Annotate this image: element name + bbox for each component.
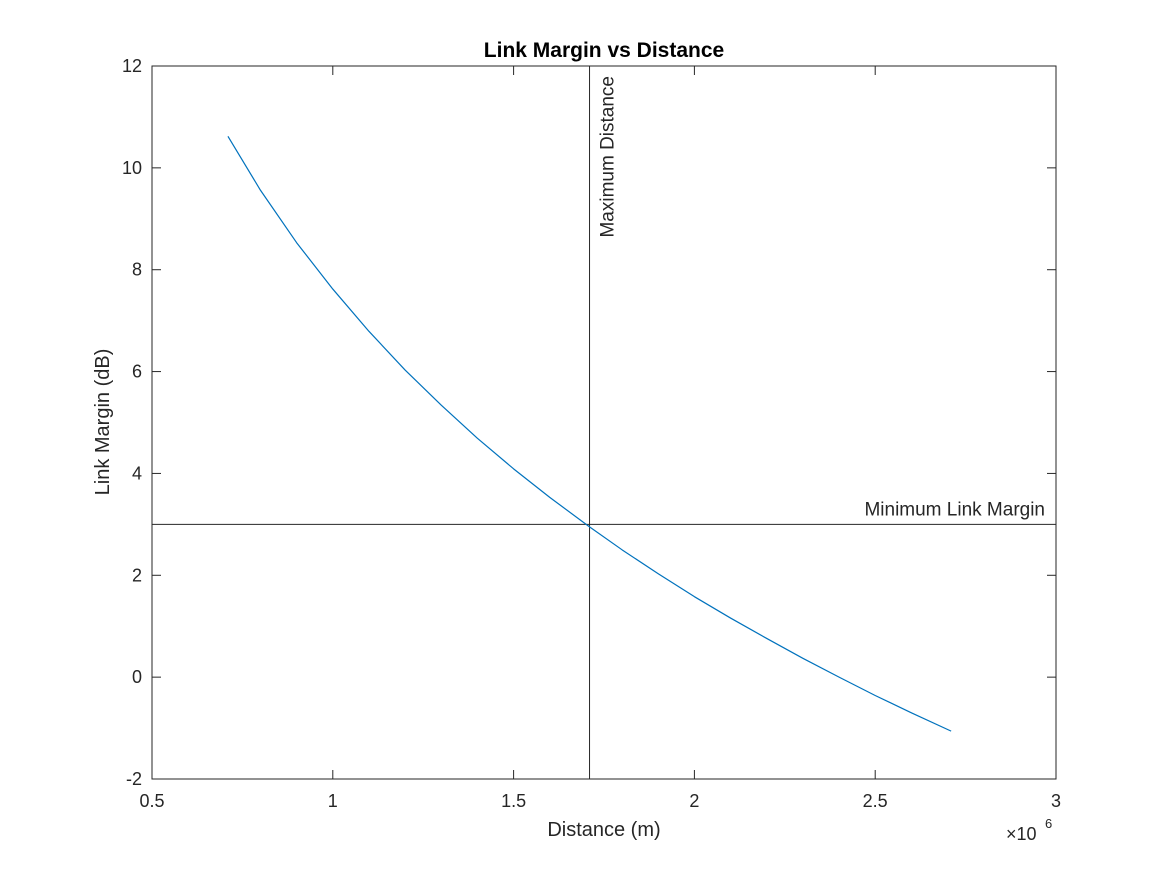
axes-box xyxy=(151,65,1057,780)
x-tick-label: 1 xyxy=(328,791,338,811)
y-axis-label: Link Margin (dB) xyxy=(92,349,114,496)
x-tick-label: 3 xyxy=(1051,791,1061,811)
x-exponent-base: ×10 xyxy=(1006,824,1037,844)
y-tick-label: 4 xyxy=(132,463,142,483)
y-tick-label: 8 xyxy=(132,260,142,280)
x-tick-label: 1.5 xyxy=(501,791,526,811)
y-tick-label: 6 xyxy=(132,362,142,382)
minimum-link-margin-label: Minimum Link Margin xyxy=(864,499,1045,520)
x-exponent-power: 6 xyxy=(1045,816,1052,831)
y-tick-label: 0 xyxy=(132,667,142,687)
tick-label-layer: 0.5 1 1.5 2 2.5 3 -2 0 2 4 6 8 10 12 xyxy=(122,56,1061,811)
annotation-layer: Maximum Distance Minimum Link Margin xyxy=(152,66,1056,779)
series-line xyxy=(227,135,952,732)
chart-title: Link Margin vs Distance xyxy=(484,39,724,62)
series-layer xyxy=(227,135,952,732)
maximum-distance-label: Maximum Distance xyxy=(598,76,619,238)
y-tick-label: -2 xyxy=(126,769,142,789)
x-exponent-label: ×10 6 xyxy=(1006,816,1052,844)
x-tick-label: 0.5 xyxy=(139,791,164,811)
y-tick-label: 10 xyxy=(122,158,142,178)
y-tick-label: 12 xyxy=(122,56,142,76)
y-tick-label: 2 xyxy=(132,565,142,585)
x-axis-label: Distance (m) xyxy=(547,819,660,841)
x-tick-label: 2 xyxy=(689,791,699,811)
x-tick-label: 2.5 xyxy=(863,791,888,811)
axes-layer xyxy=(151,65,1057,780)
